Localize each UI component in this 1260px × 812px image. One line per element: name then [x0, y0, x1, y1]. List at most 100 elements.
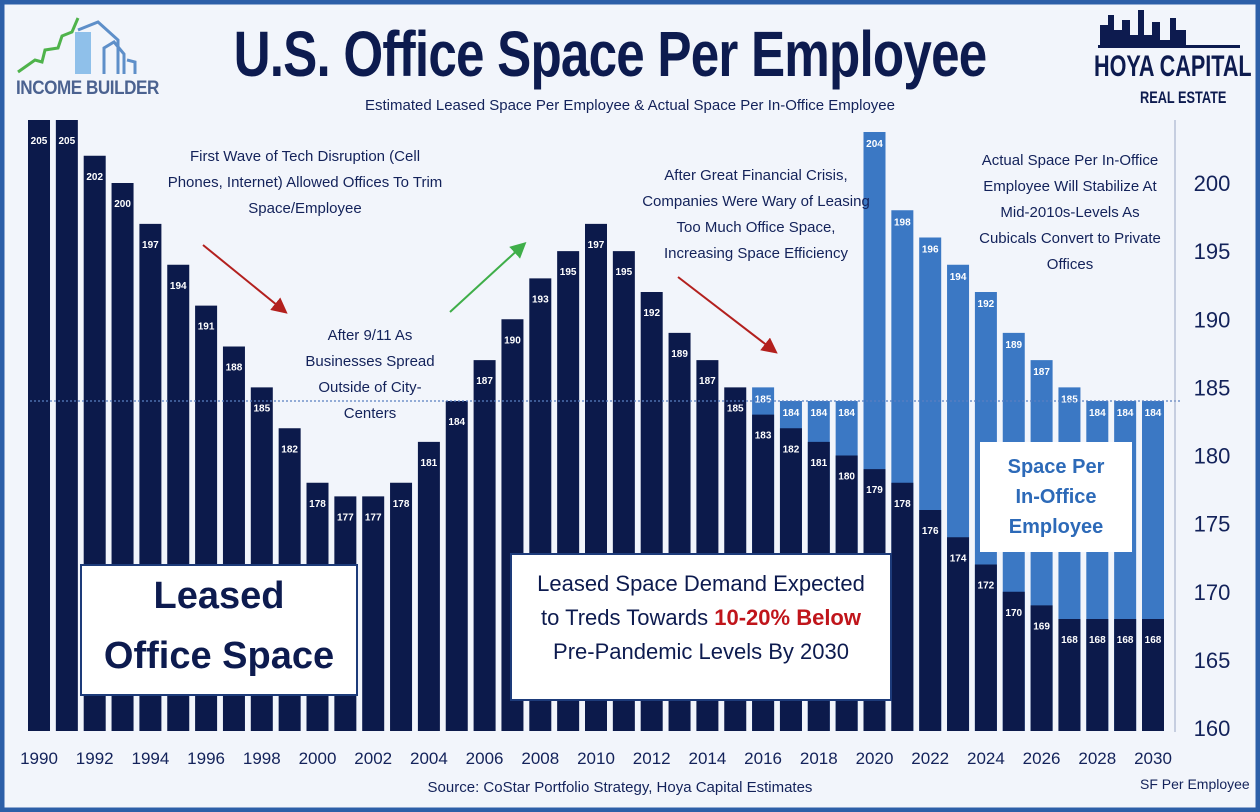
annotation-stabilize: Actual Space Per In-Office Employee Will… — [979, 152, 1161, 273]
bar-leased-2025 — [1002, 591, 1025, 731]
label-leased-2010: 197 — [588, 240, 605, 251]
inoffice-line2: In-Office — [1015, 486, 1097, 508]
x-tick-1996: 1996 — [187, 749, 225, 768]
bar-leased-2002 — [362, 496, 385, 731]
y-tick-190: 190 — [1194, 307, 1231, 332]
label-leased-2004: 181 — [421, 458, 438, 469]
bar-leased-2030 — [1142, 619, 1164, 731]
label-in-office-2030: 184 — [1145, 408, 1162, 419]
label-leased-2001: 177 — [337, 512, 354, 523]
logo-right-line2: REAL ESTATE — [1140, 88, 1227, 107]
y-tick-175: 175 — [1194, 512, 1231, 537]
income-builder-logo — [17, 17, 137, 74]
annotation-911: After 9/11 As Businesses Spread Outside … — [305, 327, 435, 422]
x-tick-2018: 2018 — [800, 749, 838, 768]
label-in-office-2017: 184 — [783, 408, 800, 419]
label-leased-2016: 183 — [755, 431, 772, 442]
label-in-office-2022: 196 — [922, 245, 939, 256]
label-leased-2005: 184 — [448, 417, 465, 428]
bar-leased-2004 — [417, 441, 440, 731]
x-tick-2006: 2006 — [466, 749, 504, 768]
bar-leased-2024 — [974, 564, 997, 731]
y-tick-195: 195 — [1194, 239, 1231, 264]
y-tick-200: 200 — [1194, 171, 1231, 196]
label-in-office-2016: 185 — [755, 394, 772, 405]
x-tick-2002: 2002 — [354, 749, 392, 768]
label-in-office-2023: 194 — [950, 272, 967, 283]
label-in-office-2025: 189 — [1005, 340, 1022, 351]
label-leased-2024: 172 — [978, 581, 995, 592]
y-tick-185: 185 — [1194, 375, 1231, 400]
bar-leased-1991 — [55, 120, 78, 731]
label-in-office-2019: 184 — [838, 408, 855, 419]
x-tick-2010: 2010 — [577, 749, 615, 768]
bar-leased-2006 — [473, 360, 496, 731]
y-axis-label: SF Per Employee — [1140, 776, 1250, 792]
bar-leased-2003 — [390, 482, 413, 731]
label-in-office-2027: 185 — [1061, 394, 1078, 405]
label-leased-2030: 168 — [1145, 635, 1162, 646]
label-leased-2026: 169 — [1033, 621, 1050, 632]
x-tick-2000: 2000 — [299, 749, 337, 768]
bar-leased-2005 — [445, 401, 468, 731]
demand-text-1: Leased Space Demand Expected to Treds To… — [537, 571, 865, 630]
label-in-office-2024: 192 — [978, 299, 995, 310]
bar-leased-2029 — [1114, 619, 1137, 731]
page-title: U.S. Office Space Per Employee — [233, 18, 988, 90]
label-leased-2007: 190 — [504, 335, 521, 346]
demand-highlight: 10-20% Below — [714, 605, 861, 630]
label-leased-2020: 179 — [866, 485, 883, 496]
bar-leased-2026 — [1030, 605, 1053, 731]
logo-right-line1: HOYA CAPITAL — [1094, 50, 1252, 83]
annotation-tech: First Wave of Tech Disruption (Cell Phon… — [167, 148, 443, 217]
label-leased-2009: 195 — [560, 267, 577, 278]
label-leased-2002: 177 — [365, 512, 382, 523]
label-in-office-2020: 204 — [866, 139, 883, 150]
hoya-logo-skyline — [1098, 10, 1240, 48]
label-in-office-2029: 184 — [1117, 408, 1134, 419]
x-tick-2026: 2026 — [1023, 749, 1061, 768]
label-leased-2023: 174 — [950, 553, 967, 564]
annotation-gfc: After Great Financial Crisis, Companies … — [642, 167, 870, 262]
label-in-office-2026: 187 — [1033, 367, 1050, 378]
leased-box-line2: Office Space — [103, 635, 335, 677]
label-leased-2019: 180 — [838, 472, 855, 483]
x-tick-2008: 2008 — [521, 749, 559, 768]
x-tick-2014: 2014 — [688, 749, 726, 768]
x-tick-2016: 2016 — [744, 749, 782, 768]
x-tick-2012: 2012 — [633, 749, 671, 768]
label-leased-1994: 197 — [142, 240, 159, 251]
inoffice-line3: Employee — [1008, 516, 1104, 538]
label-leased-2012: 192 — [643, 308, 660, 319]
y-tick-165: 165 — [1194, 648, 1231, 673]
label-leased-2018: 181 — [810, 458, 827, 469]
label-leased-2027: 168 — [1061, 635, 1078, 646]
label-leased-2006: 187 — [476, 376, 493, 387]
label-leased-2013: 189 — [671, 349, 688, 360]
label-leased-2003: 178 — [393, 499, 410, 510]
source-note: Source: CoStar Portfolio Strategy, Hoya … — [427, 779, 813, 796]
arrow-down-icon — [202, 244, 288, 314]
label-leased-2015: 185 — [727, 403, 744, 414]
in-office-box: Space Per In-Office Employee — [980, 442, 1132, 552]
x-tick-2024: 2024 — [967, 749, 1005, 768]
label-leased-2000: 178 — [309, 499, 326, 510]
x-tick-2022: 2022 — [911, 749, 949, 768]
arrow-up-icon — [449, 241, 527, 313]
label-leased-2014: 187 — [699, 376, 716, 387]
x-tick-2030: 2030 — [1134, 749, 1172, 768]
label-leased-1998: 185 — [253, 403, 270, 414]
label-leased-1995: 194 — [170, 281, 187, 292]
leased-office-space-box: Leased Office Space — [80, 564, 358, 696]
bar-leased-2022 — [919, 510, 942, 731]
label-leased-2028: 168 — [1089, 635, 1106, 646]
label-leased-2022: 176 — [922, 526, 939, 537]
label-leased-2017: 182 — [783, 444, 800, 455]
x-tick-1998: 1998 — [243, 749, 281, 768]
label-leased-2029: 168 — [1117, 635, 1134, 646]
leased-box-line1: Leased — [153, 575, 285, 617]
label-in-office-2018: 184 — [810, 408, 827, 419]
y-tick-180: 180 — [1194, 444, 1231, 469]
